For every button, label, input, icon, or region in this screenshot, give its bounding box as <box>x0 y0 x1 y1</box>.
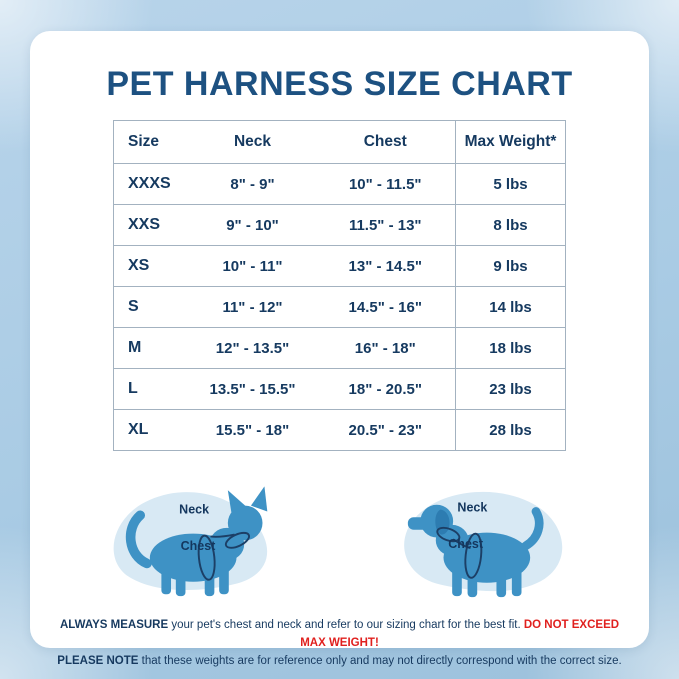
max-weight-warning: DO NOT EXCEED MAX WEIGHT! <box>300 619 620 649</box>
chest-label: Chest <box>180 539 216 553</box>
chest-cell: 14.5" - 16" <box>315 286 456 328</box>
chest-cell: 16" - 18" <box>315 327 456 369</box>
header-neck: Neck <box>189 120 316 164</box>
cat-silhouette-icon <box>125 486 267 597</box>
weight-cell: 8 lbs <box>455 204 566 246</box>
dog-measurement-svg: Neck Chest <box>403 491 562 598</box>
size-chart-card: PET HARNESS SIZE CHART Size Neck Chest M… <box>30 31 649 667</box>
chest-cell: 20.5" - 23" <box>315 409 456 451</box>
chest-cell: 11.5" - 13" <box>315 204 456 246</box>
neck-cell: 9" - 10" <box>189 204 316 246</box>
chest-measure-ring <box>463 532 482 579</box>
table-row: S 11" - 12" 14.5" - 16" 14 lbs <box>113 286 566 328</box>
weight-cell: 28 lbs <box>455 409 566 451</box>
header-chest: Chest <box>315 120 456 164</box>
neck-measure-ring <box>435 526 460 543</box>
header-max-weight: Max Weight* <box>455 120 566 164</box>
harness-strap-line <box>209 533 235 538</box>
chest-cell: 18" - 20.5" <box>315 368 456 410</box>
table-row: XS 10" - 11" 13" - 14.5" 9 lbs <box>113 245 566 287</box>
table-row: XXS 9" - 10" 11.5" - 13" 8 lbs <box>113 204 566 246</box>
size-cell: M <box>113 327 190 369</box>
harness-strap-line <box>452 538 471 549</box>
chest-cell: 10" - 11.5" <box>315 163 456 205</box>
neck-measure-ring <box>224 531 250 549</box>
cat-measurement-svg: Neck Chest <box>113 486 267 597</box>
page-title: PET HARNESS SIZE CHART <box>106 65 573 103</box>
weight-cell: 5 lbs <box>455 163 566 205</box>
neck-cell: 12" - 13.5" <box>189 327 316 369</box>
disclaimer-line-2: PLEASE NOTE that these weights are for r… <box>49 653 631 671</box>
table-row: XL 15.5" - 18" 20.5" - 23" 28 lbs <box>113 409 566 451</box>
table-row: M 12" - 13.5" 16" - 18" 18 lbs <box>113 327 566 369</box>
chest-label: Chest <box>448 537 484 551</box>
neck-cell: 11" - 12" <box>189 286 316 328</box>
cat-illustration: Neck Chest <box>90 471 305 601</box>
neck-label: Neck <box>179 502 209 516</box>
neck-label: Neck <box>457 500 487 514</box>
disclaimer-text-1: your pet's chest and neck and refer to o… <box>168 619 524 631</box>
size-cell: XXS <box>113 204 190 246</box>
always-measure-label: ALWAYS MEASURE <box>59 619 169 631</box>
size-cell: L <box>113 368 190 410</box>
size-cell: XS <box>113 245 190 287</box>
measurement-diagrams: Neck Chest <box>30 471 649 601</box>
weight-cell: 14 lbs <box>455 286 566 328</box>
neck-cell: 10" - 11" <box>189 245 316 287</box>
size-chart-table: Size Neck Chest Max Weight* XXXS 8" - 9"… <box>113 120 566 451</box>
table-row: XXXS 8" - 9" 10" - 11.5" 5 lbs <box>113 163 566 205</box>
disclaimer-text-2: that these weights are for reference onl… <box>138 654 622 667</box>
neck-cell: 15.5" - 18" <box>189 409 316 451</box>
neck-cell: 13.5" - 15.5" <box>189 368 316 410</box>
header-size: Size <box>113 120 190 164</box>
disclaimer: ALWAYS MEASURE your pet's chest and neck… <box>49 617 631 670</box>
weight-cell: 23 lbs <box>455 368 566 410</box>
chest-measure-ring <box>197 534 216 581</box>
size-cell: XXXS <box>113 163 190 205</box>
table-header-row: Size Neck Chest Max Weight* <box>113 120 566 164</box>
weight-cell: 9 lbs <box>455 245 566 287</box>
neck-cell: 8" - 9" <box>189 163 316 205</box>
dog-illustration: Neck Chest <box>375 471 590 601</box>
please-note-label: PLEASE NOTE <box>57 654 139 667</box>
weight-cell: 18 lbs <box>455 327 566 369</box>
size-cell: XL <box>113 409 190 451</box>
disclaimer-line-1: ALWAYS MEASURE your pet's chest and neck… <box>49 617 631 653</box>
size-cell: S <box>113 286 190 328</box>
table-row: L 13.5" - 15.5" 18" - 20.5" 23 lbs <box>113 368 566 410</box>
chest-cell: 13" - 14.5" <box>315 245 456 287</box>
